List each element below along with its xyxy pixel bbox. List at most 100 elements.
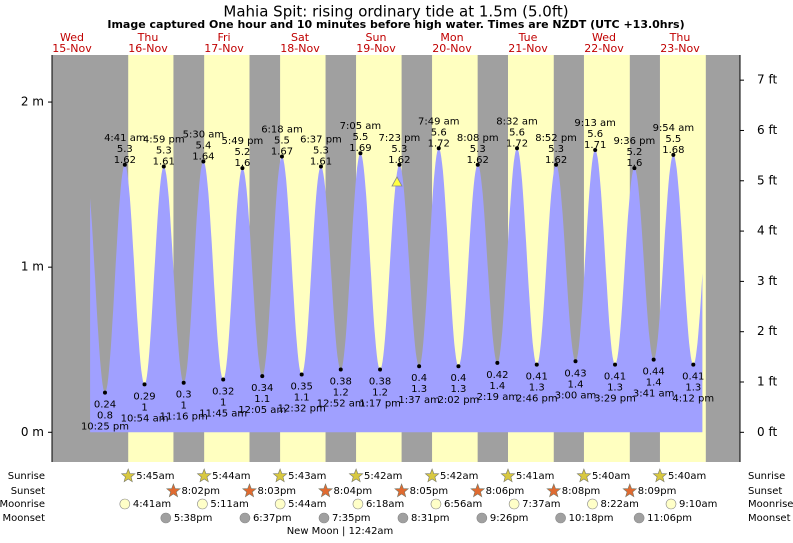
tide-label: 0.4 <box>411 373 427 384</box>
tide-label: 1.4 <box>646 378 662 389</box>
row-label: Sunset <box>11 486 45 497</box>
tide-label: 8:32 am <box>496 116 538 127</box>
day-name: Thu <box>137 31 159 44</box>
day-name: Sat <box>291 31 310 44</box>
row-label: Sunset <box>748 486 782 497</box>
moonrise-icon <box>587 498 598 510</box>
y2-tick-label: 6 ft <box>757 123 777 137</box>
tide-label: 5.2 <box>626 147 642 158</box>
tide-label: 3:41 am <box>633 389 675 400</box>
moonset-icon <box>318 512 330 524</box>
tide-point <box>201 159 206 164</box>
moonrise-time: 9:10am <box>679 499 717 510</box>
day-name: Wed <box>592 31 616 44</box>
sunset-icon <box>241 483 257 498</box>
tide-label: 1.62 <box>388 155 410 166</box>
moonset-icon <box>239 512 251 524</box>
sunset-icon <box>394 483 410 498</box>
moonrise-icon <box>430 498 442 510</box>
tide-point <box>279 154 284 159</box>
sunset-icon <box>470 483 486 498</box>
tide-point <box>691 362 696 367</box>
tide-label: 1.61 <box>310 156 332 167</box>
day-date: 17-Nov <box>204 42 244 55</box>
sunrise-icon <box>652 468 668 483</box>
tide-label: 5.5 <box>274 136 290 147</box>
moonrise-icon <box>352 498 364 510</box>
row-label: Sunrise <box>8 471 45 482</box>
sunset-time: 8:02pm <box>181 486 220 497</box>
sunset-icon <box>546 483 562 498</box>
tide-label: 5.4 <box>195 140 211 151</box>
sunrise-icon <box>424 468 440 483</box>
moonrise-time: 5:44am <box>288 499 326 510</box>
tide-label: 1.3 <box>450 384 466 395</box>
moonset-time: 8:31pm <box>411 513 450 524</box>
tide-point <box>613 362 618 367</box>
tide-point <box>417 364 422 369</box>
tide-point <box>515 146 520 151</box>
tide-label: 0.34 <box>251 383 273 394</box>
row-label: Sunrise <box>748 471 785 482</box>
sunrise-time: 5:42am <box>440 471 478 482</box>
chart-subtitle: Image captured One hour and 10 minutes b… <box>107 18 684 31</box>
tide-label: 1.71 <box>584 140 606 151</box>
sunrise-icon <box>120 468 136 483</box>
day-date: 19-Nov <box>356 42 396 55</box>
sunset-time: 8:09pm <box>638 486 677 497</box>
day-name: Thu <box>669 31 691 44</box>
current-marker <box>391 176 403 187</box>
sunset-time: 8:03pm <box>257 486 296 497</box>
sunrise-icon <box>196 468 212 483</box>
moonset-icon <box>633 512 645 524</box>
y2-tick-label: 4 ft <box>757 224 777 238</box>
tide-label: 4:59 pm <box>143 134 185 145</box>
tide-label: 1.1 <box>254 394 270 405</box>
tide-label: 12:52 am <box>317 399 365 410</box>
tide-label: 5.5 <box>665 134 681 145</box>
tide-label: 3:29 pm <box>594 394 636 405</box>
tide-label: 5.6 <box>431 127 447 138</box>
day-name: Wed <box>60 31 84 44</box>
moonset-icon <box>555 512 566 524</box>
tide-label: 11:45 am <box>199 408 247 419</box>
tide-label: 0.44 <box>643 367 665 378</box>
tide-label: 0.41 <box>526 372 548 383</box>
tide-point <box>456 364 461 369</box>
tide-label: 5:30 am <box>183 129 225 140</box>
day-date: 18-Nov <box>280 42 320 55</box>
sunset-time: 8:08pm <box>562 486 601 497</box>
tide-label: 1.3 <box>529 383 545 394</box>
tide-label: 10:25 pm <box>81 422 129 433</box>
day-name: Sun <box>366 31 387 44</box>
day-name: Fri <box>217 31 230 44</box>
tide-label: 1.2 <box>333 388 349 399</box>
tide-label: 11:16 pm <box>160 412 208 423</box>
sunset-icon <box>318 483 334 498</box>
sunset-time: 8:06pm <box>486 486 525 497</box>
tide-point <box>632 166 637 171</box>
tide-label: 8:08 pm <box>457 133 499 144</box>
moonset-time: 7:35pm <box>332 513 371 524</box>
tide-label: 12:05 am <box>238 405 286 416</box>
tide-point <box>318 164 323 169</box>
tide-label: 0.41 <box>682 372 704 383</box>
tide-label: 7:49 am <box>418 116 460 127</box>
day-date: 20-Nov <box>432 42 472 55</box>
tide-label: 5.3 <box>117 144 133 155</box>
tide-label: 0.3 <box>176 390 192 401</box>
moonrise-time: 4:41am <box>133 499 171 510</box>
tide-area <box>90 148 703 433</box>
tide-label: 1.3 <box>411 384 427 395</box>
tide-label: 6:18 am <box>261 125 303 136</box>
tide-label: 5.6 <box>509 127 525 138</box>
row-label: Moonset <box>3 513 46 524</box>
moonrise-time: 6:56am <box>444 499 482 510</box>
tide-point <box>221 377 226 382</box>
y2-tick-label: 2 ft <box>757 324 777 338</box>
tide-point <box>142 382 147 387</box>
tide-label: 1.2 <box>372 388 388 399</box>
moonrise-icon <box>119 498 131 510</box>
tide-label: 4:41 am <box>104 133 146 144</box>
